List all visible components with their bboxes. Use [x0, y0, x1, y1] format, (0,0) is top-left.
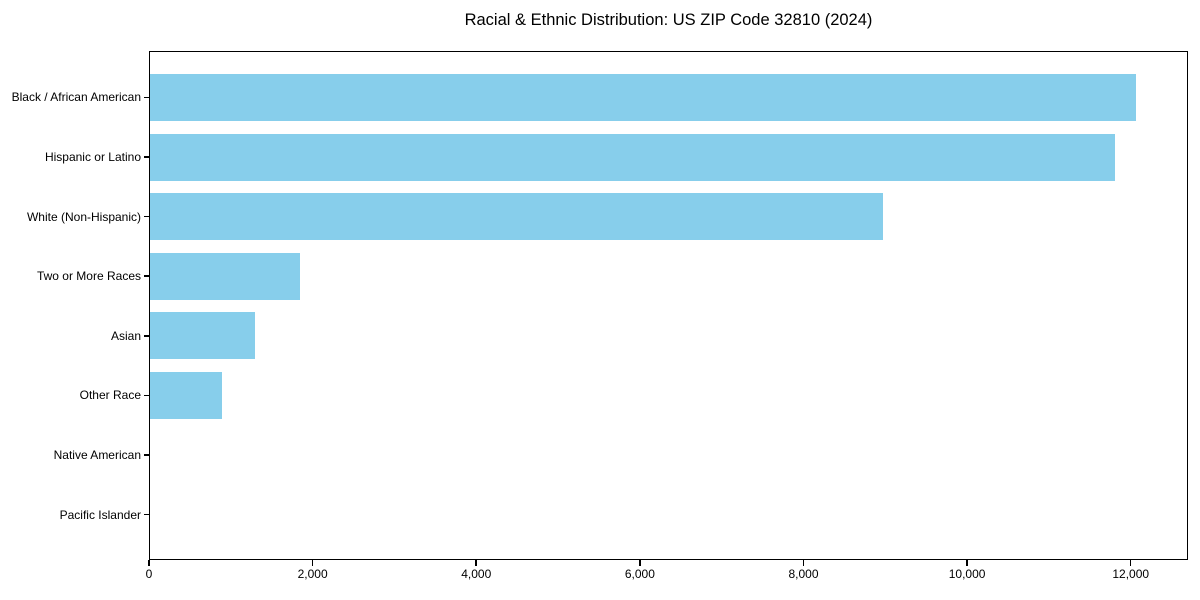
- bar-white-non-hispanic: [149, 193, 883, 241]
- y-tick-mark-two-or-more-races: [144, 275, 149, 277]
- x-tick-mark-0: [148, 560, 150, 566]
- y-tick-mark-white-non-hispanic: [144, 215, 149, 218]
- x-tick-label-12,000: 12,000: [1112, 567, 1150, 581]
- x-tick-label-10,000: 10,000: [948, 567, 986, 581]
- plot-area: [149, 51, 1188, 560]
- y-tick-label-black-african-american: Black / African American: [11, 90, 141, 105]
- x-tick-mark-2,000: [311, 560, 314, 566]
- y-tick-label-white-non-hispanic: White (Non-Hispanic): [26, 209, 141, 224]
- bar-hispanic-or-latino: [149, 133, 1116, 181]
- x-tick-label-8,000: 8,000: [788, 567, 819, 581]
- y-tick-label-pacific-islander: Pacific Islander: [59, 507, 141, 522]
- y-tick-mark-pacific-islander: [144, 513, 149, 516]
- y-tick-mark-hispanic-or-latino: [144, 156, 149, 158]
- y-tick-label-hispanic-or-latino: Hispanic or Latino: [44, 150, 141, 164]
- x-tick-label-4,000: 4,000: [461, 567, 492, 581]
- y-tick-mark-black-african-american: [144, 96, 149, 99]
- y-tick-mark-asian: [144, 335, 149, 337]
- bar-two-or-more-races: [149, 252, 301, 300]
- y-tick-label-native-american: Native American: [53, 448, 141, 462]
- y-tick-label-asian: Asian: [110, 328, 141, 343]
- x-tick-label-6,000: 6,000: [624, 567, 655, 581]
- y-tick-mark-native-american: [144, 454, 149, 456]
- x-tick-label-2,000: 2,000: [297, 567, 328, 581]
- bar-black-african-american: [149, 73, 1136, 121]
- x-tick-mark-8,000: [802, 560, 805, 566]
- x-tick-label-0: 0: [145, 567, 153, 581]
- x-tick-mark-10,000: [966, 560, 968, 566]
- y-tick-label-two-or-more-races: Two or More Races: [36, 269, 141, 284]
- bar-asian: [149, 312, 255, 360]
- x-tick-mark-6,000: [639, 560, 641, 566]
- bar-other-race: [149, 371, 222, 419]
- chart-title: Racial & Ethnic Distribution: US ZIP Cod…: [464, 11, 873, 29]
- x-tick-mark-4,000: [475, 560, 477, 566]
- y-tick-label-other-race: Other Race: [79, 388, 141, 403]
- x-tick-mark-12,000: [1129, 560, 1132, 566]
- y-tick-mark-other-race: [144, 394, 149, 397]
